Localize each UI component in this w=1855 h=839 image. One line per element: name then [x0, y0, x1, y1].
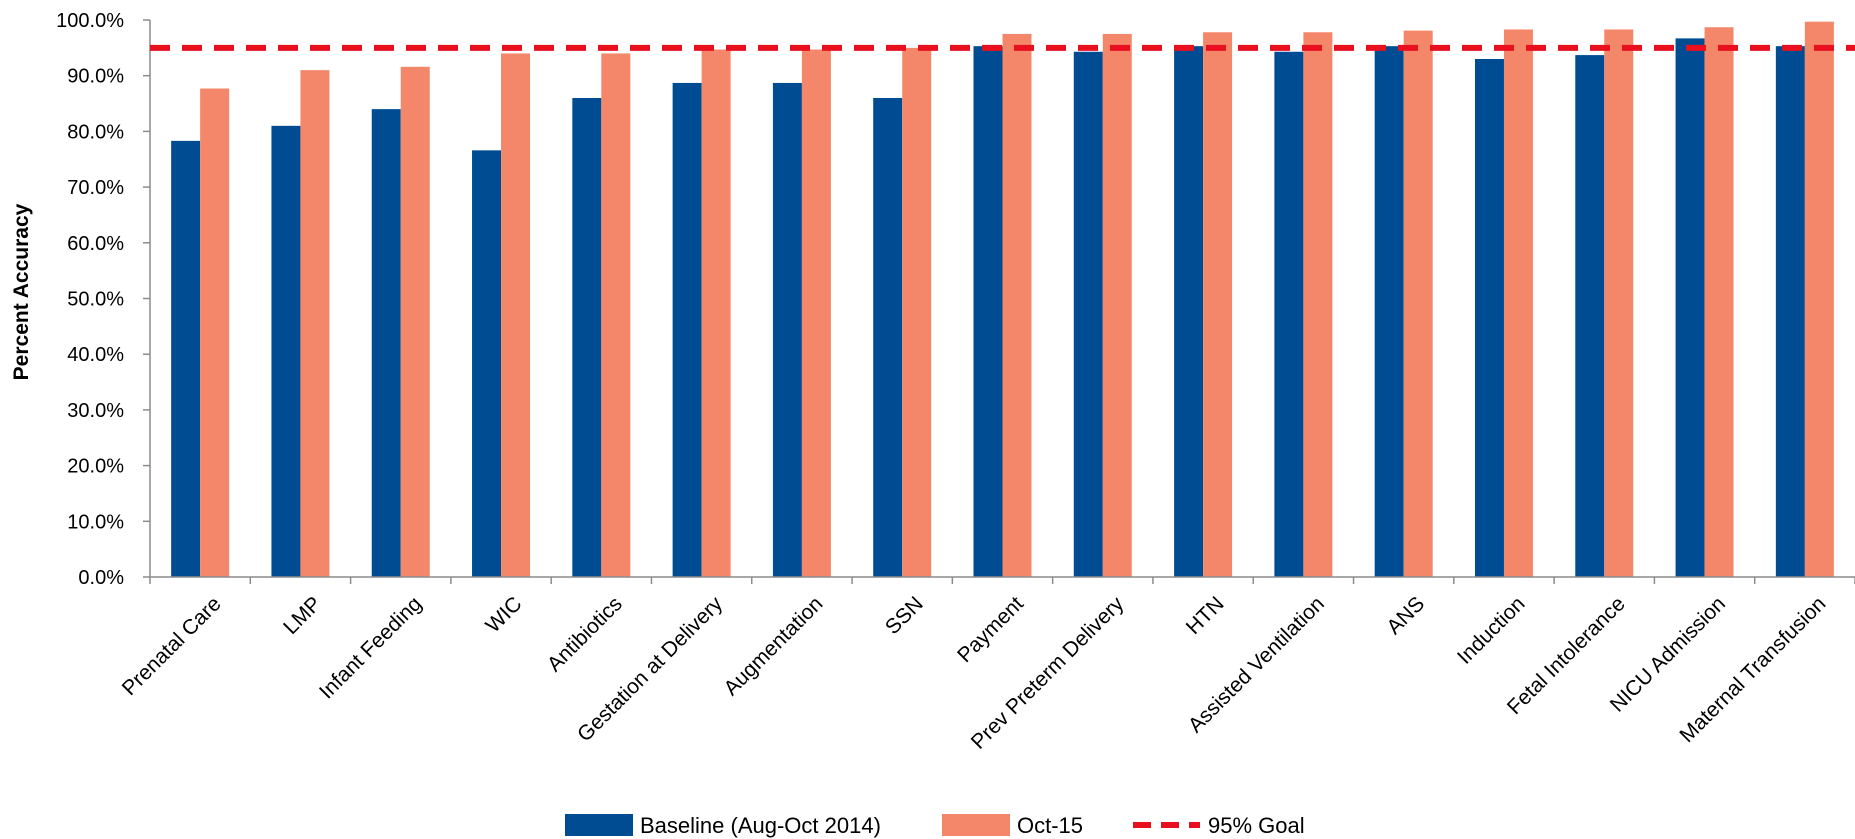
- legend-label-baseline: Baseline (Aug-Oct 2014): [640, 813, 881, 838]
- bars: [171, 21, 1834, 578]
- bar-oct15: [501, 53, 531, 578]
- bar-baseline: [171, 140, 201, 577]
- x-category-label: Antibiotics: [543, 592, 627, 676]
- bar-baseline: [1675, 38, 1705, 578]
- bar-oct15: [1002, 33, 1032, 578]
- bar-baseline: [472, 150, 502, 577]
- bar-oct15: [902, 47, 932, 578]
- y-tick-label: 20.0%: [67, 456, 124, 478]
- bar-baseline: [371, 109, 401, 578]
- bar-oct15: [801, 49, 831, 578]
- x-category-label: LMP: [279, 592, 326, 639]
- x-category-label: SSN: [881, 592, 928, 639]
- x-category-label: ANS: [1382, 592, 1429, 639]
- bar-baseline: [873, 97, 903, 577]
- bar-oct15: [1303, 32, 1333, 577]
- bar-baseline: [1374, 46, 1404, 577]
- x-category-label: HTN: [1182, 592, 1229, 639]
- bar-oct15: [1503, 29, 1533, 578]
- bar-baseline: [1775, 46, 1805, 577]
- bar-oct15: [200, 88, 230, 578]
- bar-baseline: [1575, 55, 1605, 577]
- bar-baseline: [271, 125, 301, 577]
- bar-baseline: [1073, 51, 1103, 577]
- bar-oct15: [1403, 30, 1433, 577]
- y-tick-label: 50.0%: [67, 289, 124, 311]
- legend-swatch-baseline: [565, 814, 633, 836]
- bar-oct15: [1102, 33, 1132, 578]
- x-axis-ticks: [149, 577, 1855, 584]
- y-tick-label: 90.0%: [67, 66, 124, 88]
- bar-baseline: [572, 97, 602, 577]
- bar-oct15: [1704, 27, 1734, 577]
- y-tick-label: 40.0%: [67, 344, 124, 366]
- bar-oct15: [400, 66, 430, 578]
- x-category-label: Payment: [953, 592, 1028, 667]
- bar-oct15: [701, 49, 731, 578]
- x-category-label: Prenatal Care: [118, 592, 226, 700]
- bar-baseline: [973, 46, 1003, 577]
- legend-label-oct15: Oct-15: [1017, 813, 1083, 838]
- y-tick-label: 10.0%: [67, 511, 124, 533]
- legend: Baseline (Aug-Oct 2014) Oct-15 95% Goal: [565, 813, 1305, 838]
- x-category-label: Augmentation: [720, 592, 828, 700]
- bar-oct15: [300, 70, 330, 577]
- bar-oct15: [1804, 21, 1834, 577]
- y-tick-label: 70.0%: [67, 177, 124, 199]
- y-tick-label: 30.0%: [67, 400, 124, 422]
- x-category-label: Infant Feeding: [315, 592, 426, 703]
- y-tick-label: 0.0%: [78, 567, 124, 589]
- bar-baseline: [672, 82, 702, 577]
- bar-oct15: [1203, 32, 1233, 577]
- bar-baseline: [1174, 46, 1204, 577]
- bar-oct15: [601, 53, 631, 578]
- bar-oct15: [1604, 29, 1634, 578]
- y-tick-label: 80.0%: [67, 121, 124, 143]
- bar-baseline: [772, 82, 802, 577]
- bar-baseline: [1274, 51, 1304, 577]
- x-category-label: WIC: [481, 592, 526, 637]
- legend-swatch-oct15: [942, 814, 1010, 836]
- legend-label-goal: 95% Goal: [1208, 813, 1305, 838]
- x-category-label: Induction: [1453, 592, 1530, 669]
- y-axis-ticks: 0.0% 10.0% 20.0% 30.0% 40.0% 50.0% 60.0% 70.0% 8…: [56, 10, 150, 589]
- y-tick-label: 100.0%: [56, 10, 124, 32]
- y-axis-title: Percent Accuracy: [10, 203, 33, 380]
- bar-baseline: [1474, 58, 1504, 578]
- y-tick-label: 60.0%: [67, 233, 124, 255]
